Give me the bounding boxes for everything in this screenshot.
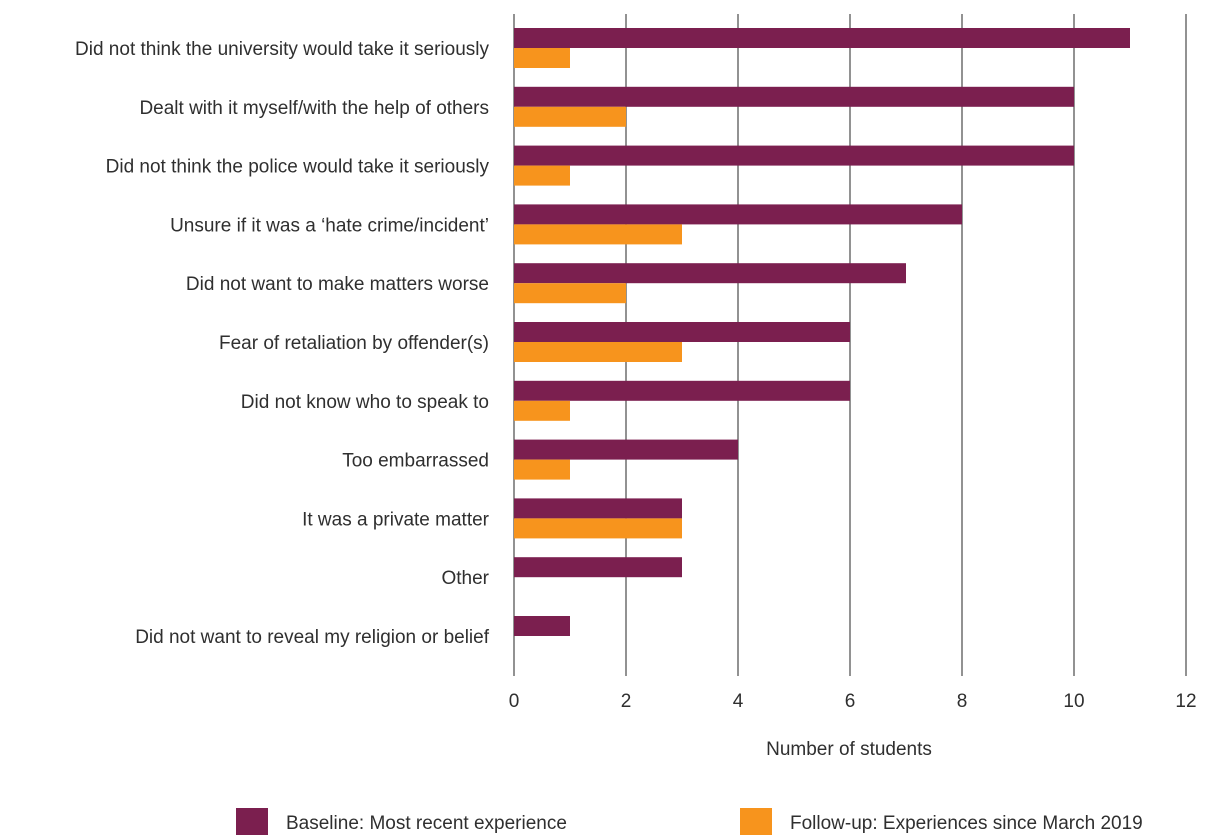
category-label: Too embarrassed	[342, 451, 489, 472]
x-tick-label: 6	[845, 691, 856, 712]
category-label: Other	[441, 568, 489, 589]
followup-bar	[514, 459, 570, 480]
followup-bar	[514, 106, 626, 127]
category-label: Dealt with it myself/with the help of ot…	[139, 98, 489, 119]
followup-bar	[514, 283, 626, 304]
category-label: Did not think the university would take …	[75, 39, 489, 60]
followup-bar	[514, 400, 570, 421]
category-label: Did not want to reveal my religion or be…	[135, 627, 490, 648]
legend-label: Baseline: Most recent experience	[286, 813, 567, 834]
followup-bar	[514, 48, 570, 68]
legend-swatch	[236, 808, 268, 835]
category-label: Did not want to make matters worse	[186, 274, 489, 295]
baseline-bar	[514, 86, 1074, 107]
x-tick-label: 8	[957, 691, 968, 712]
category-label: It was a private matter	[302, 509, 490, 530]
legend: Baseline: Most recent experience Follow-u…	[236, 808, 1143, 835]
x-tick-label: 10	[1063, 691, 1084, 712]
baseline-bar	[514, 616, 570, 636]
category-label: Did not think the police would take it s…	[106, 157, 490, 178]
bars	[514, 28, 1130, 636]
x-tick-label: 12	[1175, 691, 1196, 712]
baseline-bar	[514, 204, 962, 225]
x-tick-label: 2	[621, 691, 632, 712]
x-axis-title: Number of students	[766, 739, 932, 760]
baseline-bar	[514, 439, 738, 460]
baseline-bar	[514, 498, 682, 519]
legend-swatch	[740, 808, 772, 835]
followup-bar	[514, 165, 570, 186]
x-tick-label: 0	[509, 691, 520, 712]
baseline-bar	[514, 145, 1074, 166]
followup-bar	[514, 342, 682, 362]
x-tick-label: 4	[733, 691, 744, 712]
baseline-bar	[514, 557, 682, 578]
category-label: Unsure if it was a ‘hate crime/incident’	[170, 215, 489, 236]
category-labels: Did not think the university would take …	[75, 39, 490, 648]
baseline-bar	[514, 28, 1130, 48]
legend-label: Follow-up: Experiences since March 2019	[790, 813, 1143, 834]
category-label: Did not know who to speak to	[241, 392, 489, 413]
baseline-bar	[514, 322, 850, 342]
baseline-bar	[514, 380, 850, 401]
category-label: Fear of retaliation by offender(s)	[219, 333, 489, 354]
baseline-bar	[514, 263, 906, 284]
x-tick-labels: 0 2 4 6 8 10 12	[509, 691, 1197, 712]
followup-bar	[514, 224, 682, 245]
followup-bar	[514, 518, 682, 539]
